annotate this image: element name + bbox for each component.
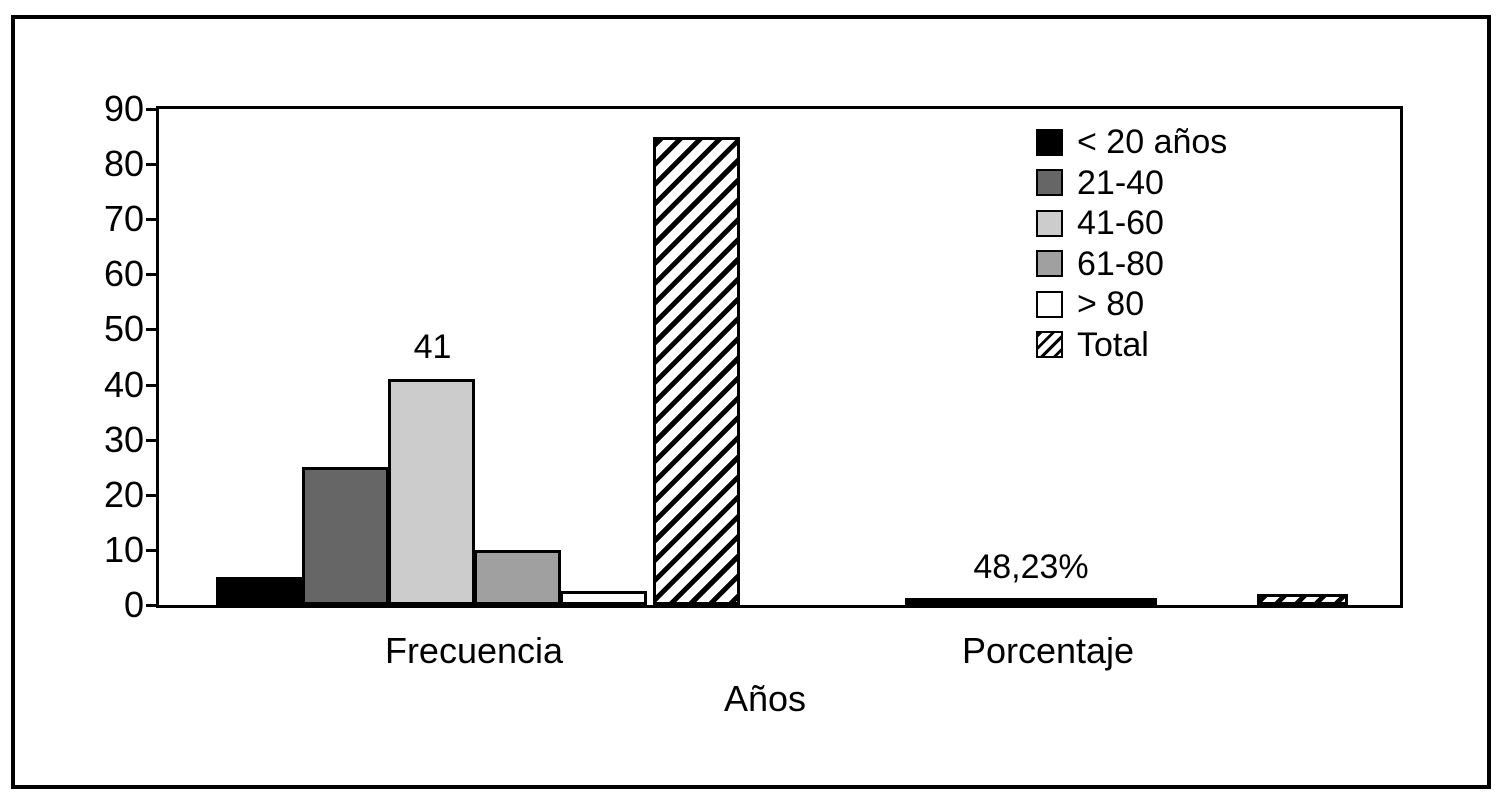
legend-item: > 80 [1036,284,1227,325]
y-tick-mark [146,438,158,442]
legend-item: 41-60 [1036,203,1227,244]
y-tick-mark [146,273,158,277]
y-tick-label: 70 [103,198,144,240]
legend-swatch-icon [1036,331,1063,359]
y-tick-mark [146,548,158,552]
data-label-porcentaje: 48,23% [973,548,1089,586]
x-axis-title: Años [723,678,807,719]
y-tick-label: 60 [103,253,144,295]
y-tick-label: 0 [123,584,144,625]
legend-label: < 20 años [1077,123,1228,162]
y-tick-label: 30 [103,418,144,460]
y-tick-mark [146,108,158,111]
legend-label: 41-60 [1077,204,1164,243]
y-tick-label: 90 [103,88,144,129]
legend-label: > 80 [1077,285,1145,324]
legend-item: 61-80 [1036,244,1227,285]
category-label-porcentaje: Porcentaje [961,630,1135,671]
plot-area: 41 48,23% [156,106,1403,608]
legend-item: 21-40 [1036,163,1227,204]
bar [302,467,389,605]
y-tick-label: 40 [103,363,144,405]
legend-item: Total [1036,325,1227,366]
legend-swatch-icon [1036,209,1063,237]
bar [388,379,475,605]
y-tick-label: 20 [103,473,144,515]
y-tick-mark [146,383,158,387]
y-tick-mark [146,604,158,607]
legend-label: 61-80 [1077,244,1164,283]
category-label-frecuencia: Frecuencia [384,630,564,671]
data-label-frecuencia: 41 [413,328,452,366]
y-tick-label: 80 [103,143,144,185]
bar [653,137,740,605]
bar [905,598,1157,605]
legend-swatch-icon [1036,128,1063,156]
legend-label: 21-40 [1077,163,1164,202]
legend-swatch-icon [1036,250,1063,278]
legend-item: < 20 años [1036,122,1227,163]
bar [1257,594,1348,605]
legend-label: Total [1077,325,1149,364]
bar [474,550,561,605]
y-tick-label: 50 [103,308,144,350]
legend-swatch-icon [1036,169,1063,197]
y-tick-mark [146,328,158,332]
y-tick-label: 10 [103,528,144,570]
bar [216,577,303,605]
y-tick-mark [146,163,158,167]
y-tick-mark [146,493,158,497]
bar [560,591,647,605]
legend-swatch-icon [1036,290,1063,318]
legend: < 20 años 21-40 41-60 61-80 > 80 Total [1036,122,1227,365]
y-tick-mark [146,218,158,222]
